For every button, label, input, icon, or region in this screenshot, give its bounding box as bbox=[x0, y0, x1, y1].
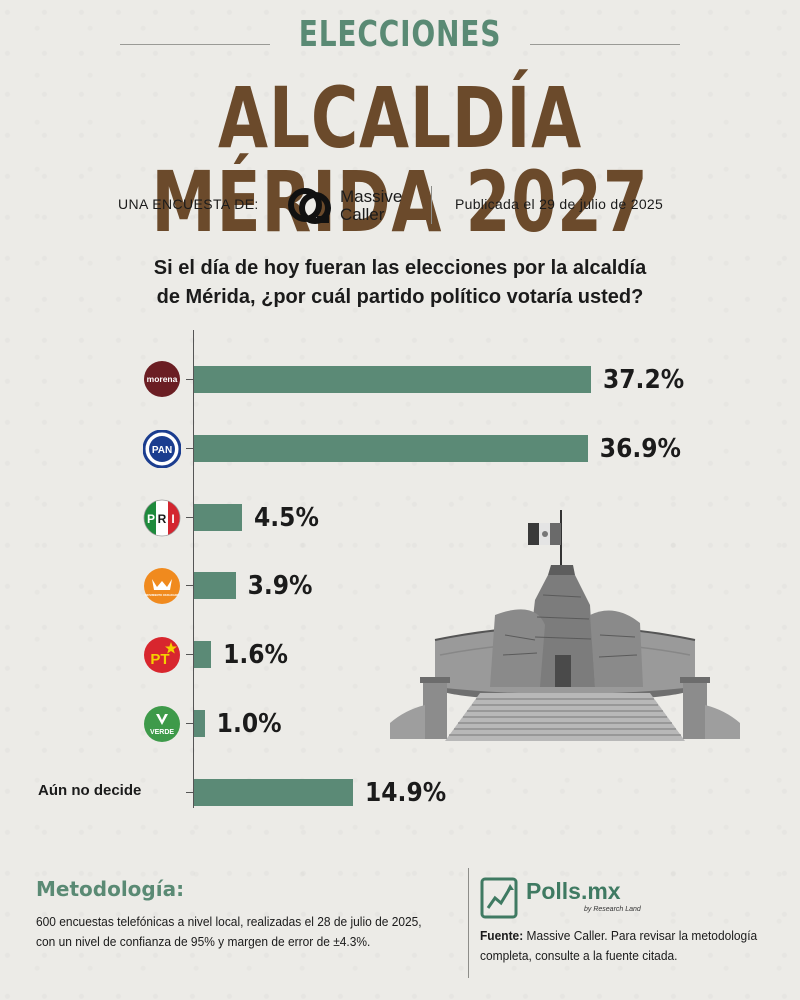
question-line-1: Si el día de hoy fueran las elecciones p… bbox=[153, 257, 647, 279]
mc-logo-text: MOVIMIENTO CIUDADANO bbox=[145, 593, 178, 597]
value-label-3: 4.5% bbox=[254, 503, 319, 533]
value-label-1: 37.2% bbox=[603, 365, 685, 395]
kicker-title: ELECCIONES bbox=[298, 14, 502, 55]
pri-letter-p: P bbox=[147, 512, 155, 526]
kicker-rule-left bbox=[120, 44, 270, 45]
axis-tick-4 bbox=[186, 585, 194, 586]
pt-star-icon bbox=[165, 642, 177, 654]
footer-divider bbox=[468, 868, 469, 978]
value-label-4: 3.9% bbox=[247, 571, 313, 601]
axis-tick-6 bbox=[186, 723, 194, 724]
value-label-5: 1.6% bbox=[223, 640, 288, 670]
morena-logo-text: morena bbox=[147, 374, 178, 384]
question-line-2: de Mérida, ¿por cuál partido político vo… bbox=[156, 286, 644, 308]
value-label-6: 1.0% bbox=[216, 709, 282, 739]
verde-toucan-icon bbox=[156, 714, 168, 725]
monumento-a-la-patria-illustration bbox=[390, 510, 740, 741]
mc-eagle-icon bbox=[152, 579, 172, 590]
movimiento-ciudadano-logo-icon: MOVIMIENTO CIUDADANO bbox=[144, 568, 180, 604]
bar-1 bbox=[194, 366, 591, 393]
pri-logo-icon: P R I bbox=[143, 499, 181, 537]
axis-tick-3 bbox=[186, 517, 194, 518]
chart-axis bbox=[193, 330, 194, 808]
axis-tick-1 bbox=[186, 379, 194, 380]
source-note: Fuente: Massive Caller. Para revisar la … bbox=[480, 926, 761, 966]
pan-logo-text: PAN bbox=[152, 445, 172, 456]
axis-tick-2 bbox=[186, 448, 194, 449]
source-label: Fuente: bbox=[480, 928, 524, 943]
axis-tick-7 bbox=[186, 792, 194, 793]
polls-mx-brand: Polls.mx bbox=[526, 878, 621, 904]
byline-divider bbox=[431, 186, 432, 224]
methodology-text: 600 encuestas telefónicas a nivel local,… bbox=[36, 914, 422, 949]
polls-mx-logo-icon bbox=[480, 877, 518, 919]
value-label-7: 14.9% bbox=[365, 778, 447, 808]
kicker-rule-right bbox=[530, 44, 680, 45]
verde-logo-text: VERDE bbox=[150, 729, 174, 736]
bar-6 bbox=[194, 710, 205, 737]
pollster-name: Massive Caller bbox=[340, 188, 402, 224]
axis-tick-5 bbox=[186, 654, 194, 655]
source-text: Massive Caller. Para revisar la metodolo… bbox=[480, 928, 758, 963]
bar-5 bbox=[194, 641, 212, 668]
bar-3 bbox=[194, 504, 243, 531]
main-title: ALCALDÍA MÉRIDA 2027 bbox=[151, 69, 649, 251]
pollster-name-line1: Massive bbox=[340, 187, 403, 206]
pri-letter-i: I bbox=[171, 512, 174, 526]
pri-letter-r: R bbox=[158, 512, 167, 526]
undecided-label: Aún no decide bbox=[38, 782, 142, 799]
polls-mx-subbrand: by Research Land bbox=[584, 906, 641, 913]
value-label-2: 36.9% bbox=[599, 434, 681, 464]
survey-question: Si el día de hoy fueran las elecciones p… bbox=[80, 254, 720, 312]
pan-logo-icon: PAN bbox=[143, 430, 181, 468]
published-date: Publicada el 29 de julio de 2025 bbox=[455, 196, 664, 212]
bar-7 bbox=[194, 779, 353, 806]
pt-logo-text: PT bbox=[150, 651, 169, 668]
methodology-title: Metodología: bbox=[36, 877, 185, 901]
bar-2 bbox=[194, 435, 588, 462]
verde-logo-icon: VERDE bbox=[144, 706, 180, 742]
morena-logo-icon: morena bbox=[144, 361, 180, 397]
massive-caller-logo-icon bbox=[288, 188, 331, 224]
bar-4 bbox=[194, 572, 236, 599]
byline-label: UNA ENCUESTA DE: bbox=[118, 196, 259, 212]
pt-logo-icon: PT bbox=[144, 637, 180, 673]
pollster-name-line2: Caller bbox=[340, 205, 385, 224]
